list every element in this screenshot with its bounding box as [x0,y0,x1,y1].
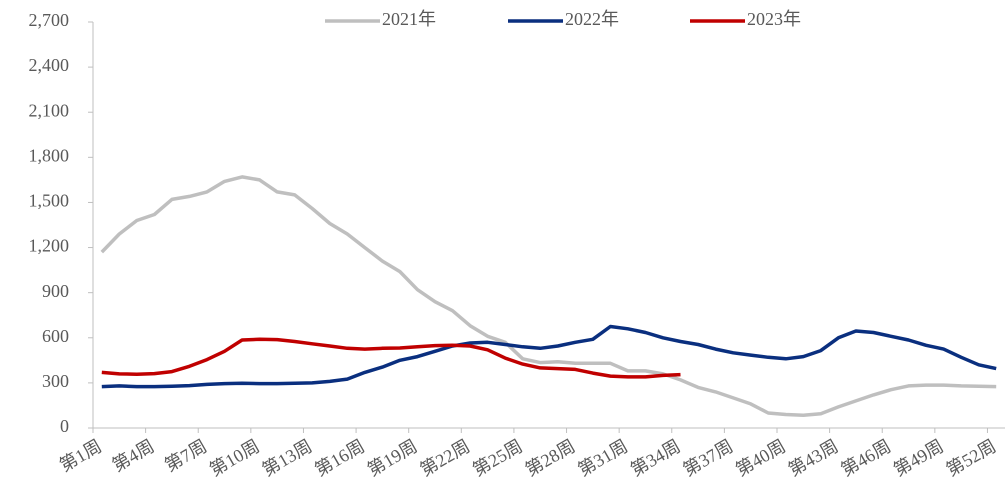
y-tick-label: 600 [42,326,69,346]
series-line [101,324,997,389]
x-tick-label: 第19周 [364,436,421,480]
legend-label: 2021年 [382,9,436,29]
x-tick-label: 第1周 [56,436,105,476]
x-tick-label: 第46周 [838,436,895,480]
y-tick-label: 300 [42,371,69,391]
x-tick-label: 第22周 [417,436,474,480]
y-tick-label: 2,100 [29,100,70,120]
x-tick-label: 第52周 [943,436,1000,480]
y-tick-label: 1,800 [29,145,70,165]
x-tick-label: 第13周 [259,436,316,480]
series-line [100,175,997,417]
x-tick-label: 第4周 [109,436,158,476]
y-tick-label: 0 [60,416,69,436]
x-tick-label: 第25周 [469,436,526,480]
legend-label: 2022年 [565,9,619,29]
y-tick-label: 2,700 [29,10,70,30]
x-tick-label: 第49周 [890,436,947,480]
x-tick-label: 第37周 [680,436,737,480]
x-tick-label: 第43周 [785,436,842,480]
legend-label: 2023年 [747,9,801,29]
x-tick-label: 第28周 [522,436,579,480]
series-line [101,337,681,379]
x-tick-label: 第7周 [161,436,210,476]
y-tick-label: 2,400 [29,55,70,75]
y-tick-label: 1,500 [29,191,70,211]
x-tick-label: 第10周 [206,436,263,480]
x-tick-label: 第16周 [311,436,368,480]
x-tick-label: 第31周 [574,436,631,480]
y-tick-label: 900 [42,281,69,301]
x-tick-label: 第40周 [732,436,789,480]
x-tick-label: 第34周 [627,436,684,480]
y-tick-label: 1,200 [29,236,70,256]
